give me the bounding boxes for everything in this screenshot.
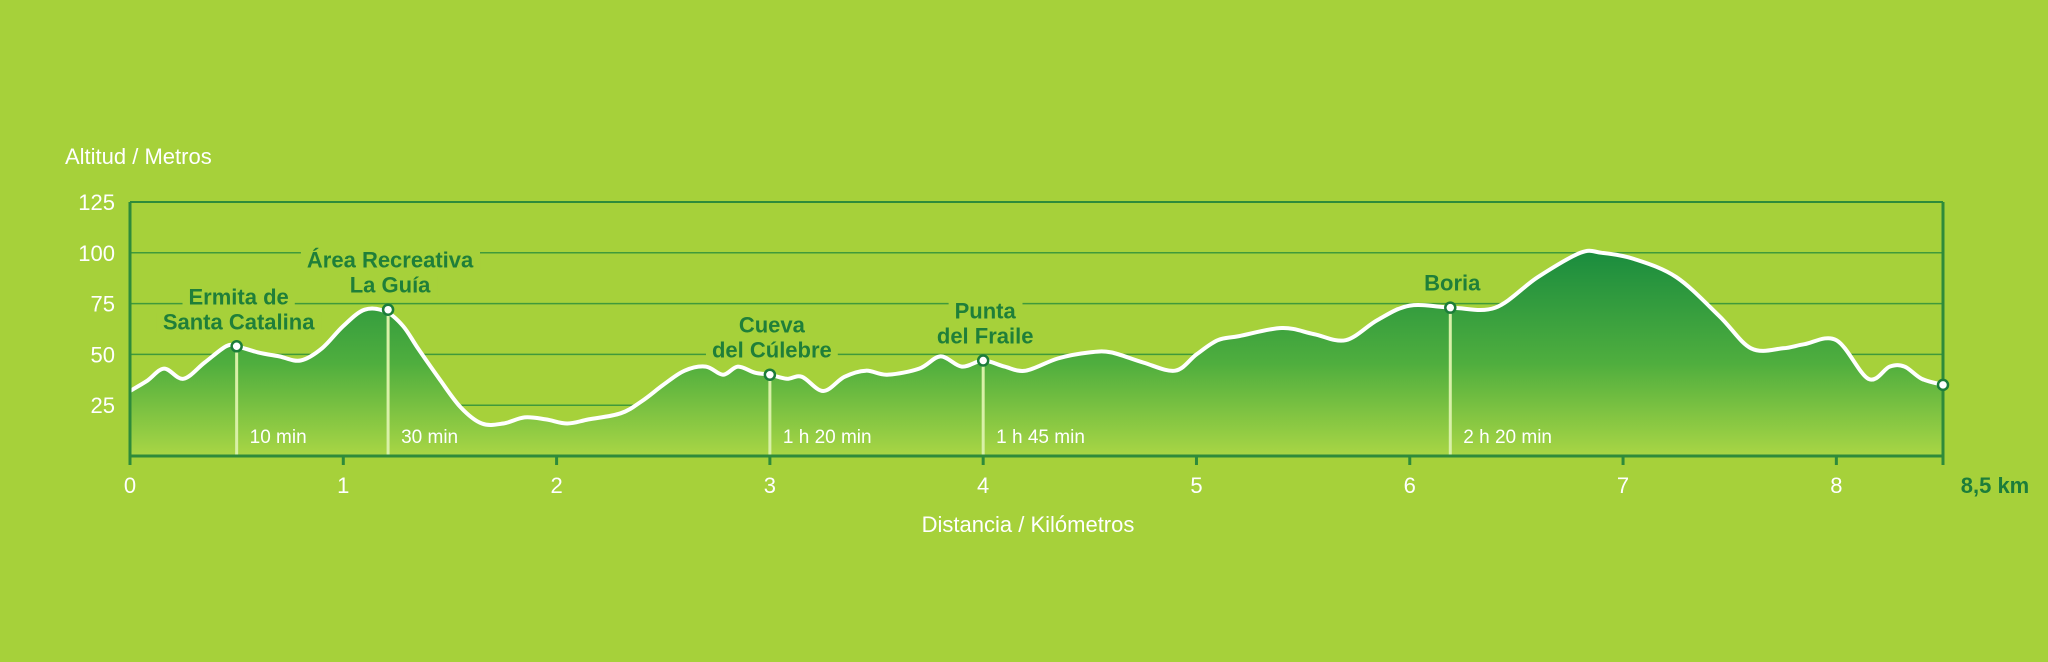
x-tick-label: 2	[550, 473, 562, 498]
waypoint-name-backdrop	[732, 315, 812, 337]
waypoint-name-backdrop	[1418, 273, 1488, 295]
waypoint-name: Cueva	[739, 313, 806, 338]
waypoint-marker	[381, 303, 395, 316]
axes: 25 50 75 100 125 0 1 2 3 4 5 6 7 8 8,5 km	[78, 190, 2029, 498]
waypoint-name: del Cúlebre	[712, 338, 832, 363]
waypoint-marker	[1936, 378, 1950, 392]
y-tick-label: 75	[91, 292, 115, 317]
y-tick-label: 125	[78, 190, 115, 215]
x-tick-label: 1	[337, 473, 349, 498]
x-tick-label: 7	[1617, 473, 1629, 498]
waypoint-time: 10 min	[250, 427, 307, 448]
elevation-area	[130, 250, 1943, 456]
y-tick-label: 100	[78, 241, 115, 266]
waypoint-name-backdrop	[948, 301, 1023, 323]
waypoint-name-backdrop	[182, 287, 295, 309]
waypoint-name: Boria	[1424, 271, 1481, 296]
waypoint-name-backdrop	[343, 275, 438, 297]
waypoint-marker	[230, 340, 243, 353]
waypoint-time: 2 h 20 min	[1463, 427, 1552, 448]
x-axis-title: Distancia / Kilómetros	[922, 512, 1135, 537]
x-tick-label: 5	[1190, 473, 1202, 498]
waypoint-name-backdrop	[300, 250, 481, 272]
plot-area	[128, 248, 1944, 456]
waypoint-name: Área Recreativa	[307, 248, 474, 273]
x-tick-label: 0	[124, 473, 136, 498]
y-axis-title: Altitud / Metros	[65, 144, 212, 169]
y-tick-label: 50	[91, 342, 115, 367]
waypoint-name: Santa Catalina	[163, 309, 315, 334]
x-tick-label: 3	[764, 473, 776, 498]
x-tick-label: 6	[1404, 473, 1416, 498]
x-end-label: 8,5 km	[1961, 473, 2030, 498]
x-tick-label: 4	[977, 473, 989, 498]
waypoint-marker	[976, 354, 990, 367]
waypoint-name: La Guía	[350, 273, 431, 298]
waypoint-marker	[763, 368, 777, 381]
waypoint-marker	[1444, 301, 1457, 314]
x-tick-label: 8	[1830, 473, 1842, 498]
waypoint-time: 1 h 20 min	[783, 427, 872, 448]
waypoint-name: Ermita de	[189, 284, 289, 309]
waypoint-name-backdrop	[156, 312, 322, 334]
waypoint-name: del Fraile	[937, 323, 1034, 348]
waypoint-time: 30 min	[401, 427, 458, 448]
waypoint-time: 1 h 45 min	[996, 427, 1085, 448]
waypoint-name: Punta	[955, 298, 1017, 323]
elevation-line	[128, 248, 1944, 427]
y-tick-label: 25	[91, 393, 115, 418]
waypoint-name-backdrop	[930, 326, 1040, 348]
waypoint-name-backdrop	[705, 340, 838, 362]
